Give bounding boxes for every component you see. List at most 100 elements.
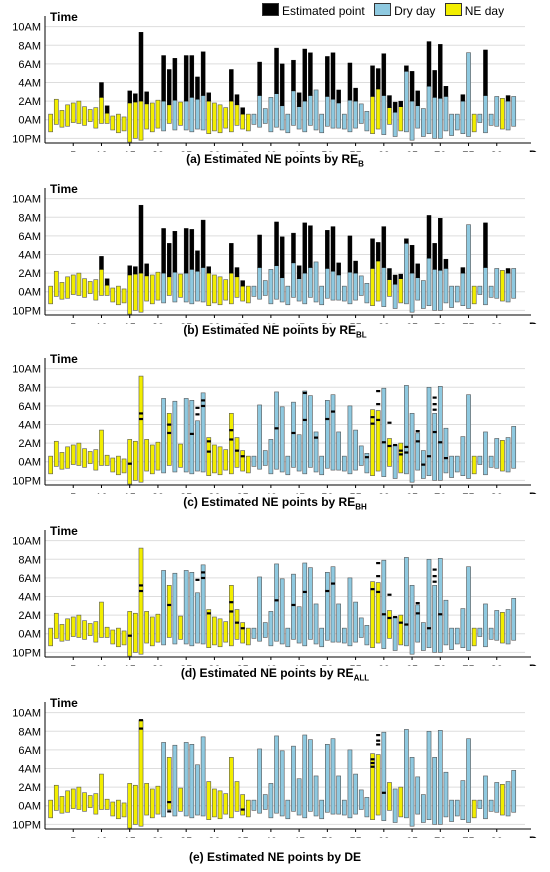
bar-ne xyxy=(245,285,251,304)
bar-ne xyxy=(217,104,223,134)
bar-ne xyxy=(110,457,116,473)
bar-estimated-segment xyxy=(353,87,358,102)
bar-estimated-segment xyxy=(144,263,149,277)
bar-estimated-segment xyxy=(99,256,104,270)
x-tick-label: 25 xyxy=(180,150,192,152)
bar-estimated-segment xyxy=(183,228,189,274)
estimated-point-mark xyxy=(376,733,381,737)
bar-ne xyxy=(375,88,381,130)
bar-estimated-segment xyxy=(127,90,132,104)
x-tick-label: 60 xyxy=(378,322,390,324)
bar-dry xyxy=(308,267,313,298)
x-tick-label: 25 xyxy=(180,836,192,838)
bar-estimated-segment xyxy=(302,222,307,274)
bar-ne xyxy=(471,455,477,475)
estimated-point-mark xyxy=(206,450,211,453)
bar-dry xyxy=(409,413,415,483)
bar-dry xyxy=(477,627,483,637)
x-tick-label: 10 xyxy=(95,492,107,494)
bar-ne xyxy=(121,116,127,132)
bar-dry xyxy=(319,285,325,306)
bar-dry xyxy=(449,627,454,650)
bar-ne xyxy=(155,785,161,815)
bar-ne xyxy=(127,274,133,315)
x-tick-label: 45 xyxy=(293,836,305,838)
bar-dry xyxy=(364,111,370,132)
y-tick-label: 8AM xyxy=(18,382,41,394)
bar-dry xyxy=(421,794,426,823)
bar-ne xyxy=(110,629,116,645)
bar-dry xyxy=(432,97,437,139)
estimated-point-mark xyxy=(432,580,437,583)
bar-ne xyxy=(93,107,99,129)
bar-ne xyxy=(48,799,53,819)
x-tick-label: 55 xyxy=(349,150,361,152)
y-tick-label: 2AM xyxy=(18,782,41,794)
x-tick-label: 30 xyxy=(208,664,220,666)
bar-estimated-segment xyxy=(381,53,387,96)
bar-ne xyxy=(206,609,212,648)
bar-dry xyxy=(364,283,370,304)
bar-ne xyxy=(166,585,172,638)
x-tick-label: 60 xyxy=(378,664,390,666)
bar-dry xyxy=(415,432,421,471)
bar-estimated-segment xyxy=(206,266,211,274)
bar-estimated-segment xyxy=(398,100,403,107)
bar-ne xyxy=(76,100,82,124)
bar-ne xyxy=(155,271,161,301)
bar-dry xyxy=(466,738,471,823)
y-tick-label: 6AM xyxy=(18,231,41,243)
y-tick-label: 4AM xyxy=(18,420,41,432)
bar-dry xyxy=(296,434,302,472)
legend-item-ne: NE day xyxy=(444,3,504,18)
estimated-point-mark xyxy=(167,431,172,435)
bar-dry xyxy=(325,399,330,469)
legend-item-estimated: Estimated point xyxy=(262,3,365,18)
bar-dry xyxy=(415,277,421,301)
bar-estimated-segment xyxy=(167,243,172,278)
bar-dry xyxy=(392,444,398,479)
bar-ne xyxy=(178,273,183,298)
bar-ne xyxy=(133,612,138,653)
x-tick-label: 30 xyxy=(208,322,220,324)
bar-dry xyxy=(353,429,358,471)
bar-ne xyxy=(144,275,149,302)
bar-ne xyxy=(471,799,477,819)
bar-dry xyxy=(421,280,426,309)
estimated-point-mark xyxy=(291,431,296,435)
bar-dry xyxy=(511,268,517,299)
bar-dry xyxy=(268,97,274,133)
bar-dry xyxy=(421,622,426,651)
x-tick-label: 35 xyxy=(237,836,249,838)
bar-dry xyxy=(381,387,387,477)
x-tick-label: 75 xyxy=(462,492,474,494)
bar-estimated-segment xyxy=(426,215,432,259)
bar-ne xyxy=(387,782,392,811)
x-tick-label: 60 xyxy=(378,492,390,494)
bar-dry xyxy=(313,603,319,645)
x-tick-label: 50 xyxy=(321,664,333,666)
chart-svg-d: 10AM 8AM 6AM 4AM 2AM 0AM 10PM Time 5 10 15 20 25 30 35… xyxy=(12,524,550,666)
bar-dry xyxy=(358,789,364,810)
legend-item-dry: Dry day xyxy=(374,3,435,18)
bar-estimated-segment xyxy=(370,65,375,97)
legend-label-dry: Dry day xyxy=(394,4,436,18)
bar-ne xyxy=(500,270,505,302)
x-tick-label: 65 xyxy=(406,492,418,494)
estimated-point-mark xyxy=(387,616,392,620)
bar-ne xyxy=(166,104,172,124)
x-tick-label: 70 xyxy=(434,150,446,152)
bar-dry xyxy=(347,405,353,475)
bar-dry xyxy=(443,771,449,818)
bar-dry xyxy=(291,90,296,126)
bar-ne xyxy=(99,97,104,124)
y-tick-label: 2AM xyxy=(18,268,41,280)
bar-estimated-segment xyxy=(336,262,341,276)
bar-dry xyxy=(308,739,313,812)
estimated-point-mark xyxy=(432,403,437,406)
bar-dry xyxy=(195,98,200,130)
bar-ne xyxy=(59,282,65,300)
bar-estimated-segment xyxy=(432,70,437,98)
bar-dry xyxy=(494,610,500,641)
bar-estimated-segment xyxy=(138,204,144,274)
